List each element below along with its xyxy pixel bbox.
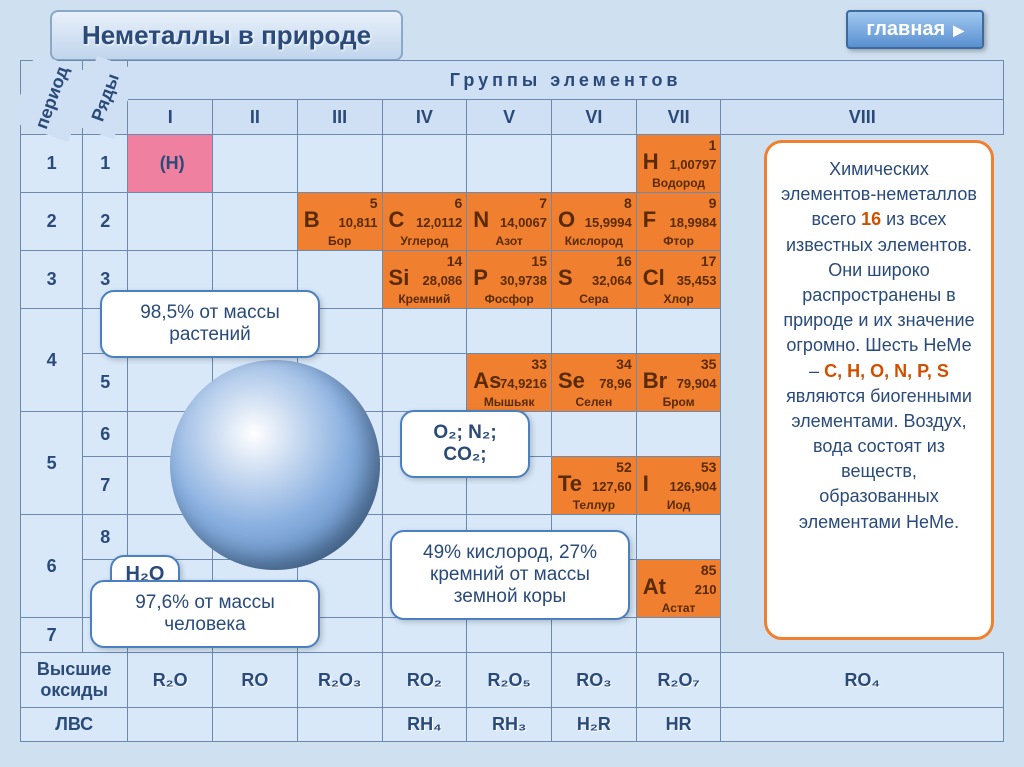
callout-plants: 98,5% от массы растений (100, 290, 320, 358)
element-se: 34Se78,96Селен (552, 354, 637, 412)
lhc-1 (128, 708, 213, 742)
element-cl: 17Cl35,453Хлор (636, 251, 721, 309)
row-8: 8 (83, 515, 128, 560)
callout-air: O₂; N₂; CO₂; (400, 410, 530, 478)
oxide-1: R₂O (128, 653, 213, 708)
element-i: 53I126,904Иод (636, 457, 721, 515)
element-h: 1H1,00797Водород (636, 135, 721, 193)
lhc-7: HR (636, 708, 721, 742)
row-7: 7 (83, 457, 128, 515)
oxide-2: RO (213, 653, 298, 708)
lhc-5: RH₃ (467, 708, 552, 742)
element-si: 14Si28,086Кремний (382, 251, 467, 309)
group-7: VII (636, 100, 721, 135)
main-button[interactable]: главная (846, 10, 984, 49)
period-2: 2 (21, 193, 83, 251)
lhc-label: ЛВС (21, 708, 128, 742)
lhc-8 (721, 708, 1004, 742)
group-6: VI (552, 100, 637, 135)
element-as: 33As74,9216Мышьяк (467, 354, 552, 412)
lhc-2 (213, 708, 298, 742)
lhc-6: H₂R (552, 708, 637, 742)
globe-icon (170, 360, 380, 570)
element-n: 7N14,0067Азот (467, 193, 552, 251)
oxide-7: R₂O₇ (636, 653, 721, 708)
groups-header: Группы элементов (128, 61, 1004, 100)
element-o: 8O15,9994Кислород (552, 193, 637, 251)
info-text-2: из всех известных элементов. Они широко … (783, 209, 974, 380)
group-8: VIII (721, 100, 1004, 135)
group-3: III (297, 100, 382, 135)
info-text-3: являются биогенными элементами. Воздух, … (786, 386, 972, 532)
info-elements: C, H, O, N, P, S (824, 361, 949, 381)
period-7: 7 (21, 618, 83, 653)
oxide-6: RO₃ (552, 653, 637, 708)
callout-human: 97,6% от массы человека (90, 580, 320, 648)
callout-crust: 49% кислород, 27% кремний от массы земно… (390, 530, 630, 620)
element-h-placeholder: (H) (128, 135, 213, 193)
row-1: 1 (83, 135, 128, 193)
element-te: 52Te127,60Теллур (552, 457, 637, 515)
group-2: II (213, 100, 298, 135)
oxides-label: Высшие оксиды (21, 653, 128, 708)
row-2: 2 (83, 193, 128, 251)
lhc-4: RH₄ (382, 708, 467, 742)
element-f: 9F18,9984Фтор (636, 193, 721, 251)
element-b: 5B10,811Бор (297, 193, 382, 251)
page-title: Неметаллы в природе (50, 10, 403, 61)
oxide-4: RO₂ (382, 653, 467, 708)
element-p: 15P30,9738Фосфор (467, 251, 552, 309)
row-6: 6 (83, 412, 128, 457)
group-1: I (128, 100, 213, 135)
element-s: 16S32,064Сера (552, 251, 637, 309)
group-5: V (467, 100, 552, 135)
oxide-8: RO₄ (721, 653, 1004, 708)
info-16: 16 (861, 209, 881, 229)
oxide-5: R₂O₅ (467, 653, 552, 708)
element-br: 35Br79,904Бром (636, 354, 721, 412)
period-6: 6 (21, 515, 83, 618)
row-5: 5 (83, 354, 128, 412)
lhc-3 (297, 708, 382, 742)
period-5: 5 (21, 412, 83, 515)
period-1: 1 (21, 135, 83, 193)
period-4: 4 (21, 309, 83, 412)
element-at: 85At210Астат (636, 560, 721, 618)
oxide-3: R₂O₃ (297, 653, 382, 708)
group-4: IV (382, 100, 467, 135)
element-c: 6C12,0112Углерод (382, 193, 467, 251)
period-3: 3 (21, 251, 83, 309)
info-box: Химических элементов-неметаллов всего 16… (764, 140, 994, 640)
